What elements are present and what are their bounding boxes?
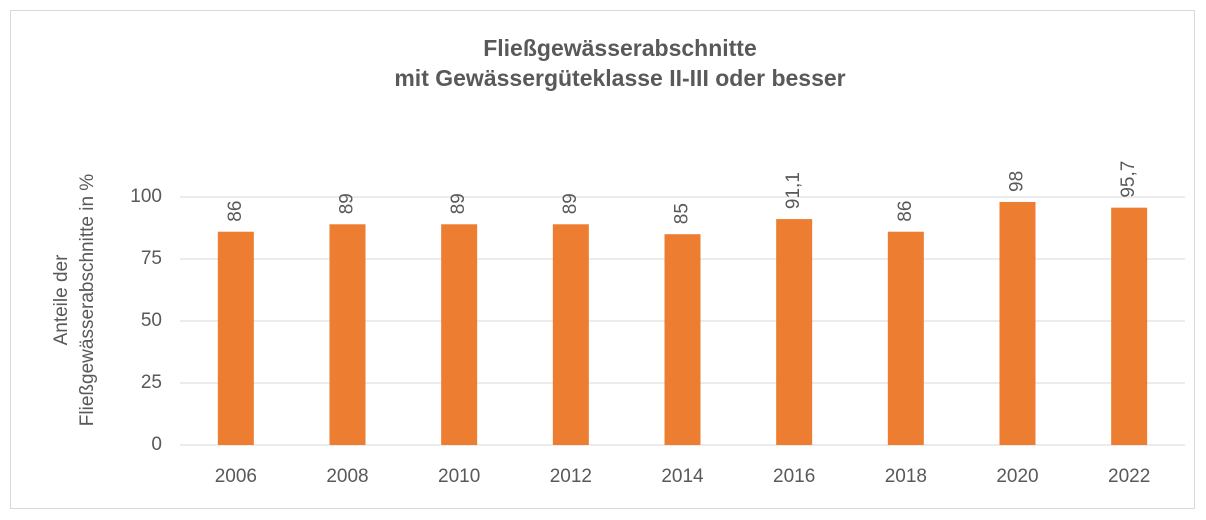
y-tick-label: 25 <box>141 372 162 393</box>
y-axis-title: Anteile der <box>51 254 72 346</box>
chart-title: Fließgewässerabschnitte <box>483 35 757 61</box>
bar <box>887 231 924 445</box>
chart-title: mit Gewässergüteklasse II-III oder besse… <box>394 65 845 91</box>
x-tick-label: 2008 <box>326 466 368 487</box>
data-label: 91,1 <box>783 172 804 209</box>
x-tick-label: 2006 <box>215 466 257 487</box>
data-label: 86 <box>225 201 246 222</box>
y-tick-label: 0 <box>151 434 162 455</box>
bar <box>1111 207 1148 445</box>
bar <box>664 234 701 445</box>
y-tick-label: 50 <box>141 310 162 331</box>
y-tick-label: 100 <box>130 186 162 207</box>
bar <box>999 201 1036 445</box>
bar <box>776 219 813 445</box>
y-tick-label: 75 <box>141 248 162 269</box>
bar <box>441 224 478 445</box>
data-label: 86 <box>895 201 916 222</box>
x-tick-label: 2020 <box>996 466 1038 487</box>
y-axis-title: Fließgewässerabschnitte in % <box>77 174 98 426</box>
x-tick-label: 2010 <box>438 466 480 487</box>
data-label: 85 <box>672 203 693 224</box>
data-label: 89 <box>337 193 358 214</box>
data-label: 89 <box>448 193 469 214</box>
bar <box>552 224 589 445</box>
x-tick-label: 2012 <box>550 466 592 487</box>
data-label: 98 <box>1007 171 1028 192</box>
data-label: 95,7 <box>1118 161 1139 198</box>
x-tick-label: 2016 <box>773 466 815 487</box>
bar <box>217 231 254 445</box>
bar <box>329 224 366 445</box>
data-label: 89 <box>560 193 581 214</box>
x-tick-label: 2014 <box>661 466 704 487</box>
x-tick-label: 2018 <box>885 466 927 487</box>
x-tick-label: 2022 <box>1108 466 1150 487</box>
